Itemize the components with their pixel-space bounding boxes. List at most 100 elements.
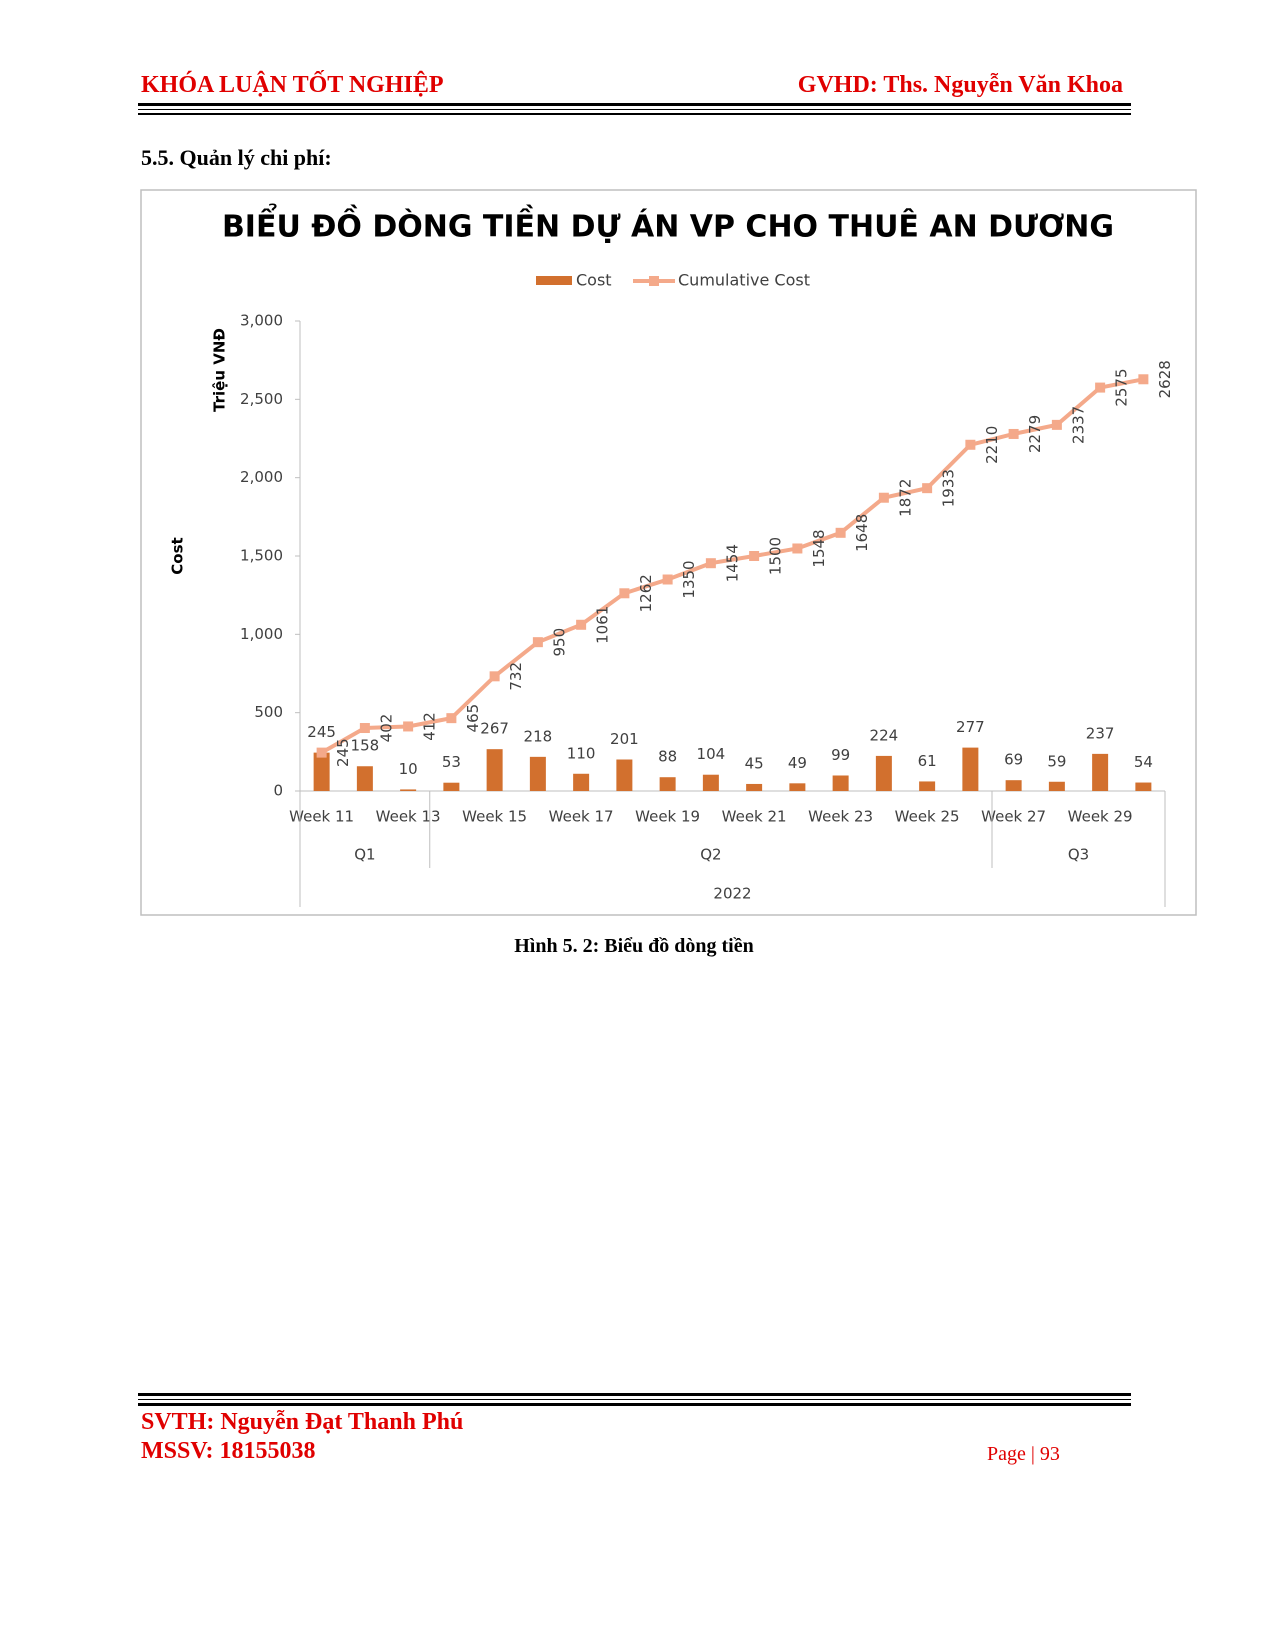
- line: [320, 377, 1144, 755]
- bar-label: 218: [524, 727, 553, 745]
- bar: [659, 777, 676, 791]
- bar-label: 10: [399, 760, 418, 778]
- y-tick-label: 1,000: [240, 625, 283, 643]
- bar: [573, 773, 590, 791]
- rule: [138, 109, 1131, 110]
- x-tick-label: Week 25: [895, 808, 960, 826]
- line-label: 402: [377, 714, 395, 743]
- line-marker: [1095, 382, 1106, 393]
- line-label: 245: [334, 738, 352, 767]
- bar: [702, 774, 719, 791]
- legend-swatch: [536, 276, 572, 285]
- footer-id: MSSV: 18155038: [141, 1438, 316, 1464]
- bar: [962, 747, 979, 791]
- y-tick-label: 0: [273, 782, 283, 800]
- y-tick-label: 1,500: [240, 547, 283, 565]
- x-tick-label: Week 13: [376, 808, 441, 826]
- line-marker: [359, 723, 370, 734]
- line-marker: [1008, 428, 1019, 439]
- x-tick-label: Week 19: [635, 808, 700, 826]
- line-label: 732: [507, 662, 525, 691]
- quarter-label: Q2: [700, 846, 721, 864]
- rule: [138, 1393, 1131, 1396]
- footer-student: SVTH: Nguyễn Đạt Thanh Phú: [141, 1409, 464, 1435]
- y-tick-label: 2,500: [240, 390, 283, 408]
- line-marker: [1138, 374, 1149, 385]
- section-title: 5.5. Quản lý chi phí:: [141, 145, 332, 170]
- quarter-label: Q3: [1068, 846, 1089, 864]
- page-num: 93: [1039, 1443, 1060, 1465]
- bar: [356, 766, 373, 791]
- bar: [443, 782, 460, 791]
- bar: [875, 755, 892, 791]
- line-marker: [965, 439, 976, 450]
- bar-label: 99: [831, 746, 850, 764]
- line-marker: [1051, 419, 1062, 430]
- rule: [138, 1403, 1131, 1406]
- line-label: 1262: [637, 574, 655, 612]
- line-label: 1500: [767, 537, 785, 575]
- bar: [313, 752, 330, 791]
- line-marker: [662, 574, 673, 585]
- line-marker: [835, 527, 846, 538]
- y-tick-label: 500: [254, 703, 283, 721]
- rule: [138, 113, 1131, 115]
- bar: [1048, 781, 1065, 791]
- bar: [529, 756, 546, 791]
- header-right: GVHD: Ths. Nguyễn Văn Khoa: [797, 72, 1123, 98]
- line-marker: [705, 558, 716, 569]
- line-marker: [532, 637, 543, 648]
- line-label: 2279: [1026, 415, 1044, 453]
- bar-label: 45: [745, 754, 764, 772]
- bar-label: 104: [697, 745, 726, 763]
- line-marker: [619, 588, 630, 599]
- bar: [746, 783, 763, 791]
- bar-label: 61: [918, 752, 937, 770]
- bar-label: 53: [442, 753, 461, 771]
- x-tick-label: Week 21: [722, 808, 787, 826]
- line-label: 2337: [1069, 406, 1087, 444]
- y-tick-label: 2,000: [240, 468, 283, 486]
- line-marker: [489, 671, 500, 682]
- line-label: 1061: [594, 606, 612, 644]
- line-marker: [316, 747, 327, 758]
- x-tick-label: Week 17: [549, 808, 614, 826]
- chart-title: BIỂU ĐỒ DÒNG TIỀN DỰ ÁN VP CHO THUÊ AN D…: [222, 204, 1114, 245]
- x-tick-label: Week 15: [462, 808, 527, 826]
- bar: [1135, 782, 1152, 791]
- bar-label: 110: [567, 744, 596, 762]
- line-label: 2210: [983, 426, 1001, 464]
- line-label: 1548: [810, 529, 828, 567]
- bar: [832, 775, 849, 791]
- bar-label: 88: [658, 748, 677, 766]
- line-marker: [576, 619, 587, 630]
- bar-label: 201: [610, 730, 639, 748]
- x-tick-label: Week 27: [981, 808, 1046, 826]
- bar-label: 158: [351, 737, 380, 755]
- y-unit: Triệu VNĐ: [211, 328, 229, 412]
- chart: BIỂU ĐỒ DÒNG TIỀN DỰ ÁN VP CHO THUÊ AN D…: [140, 189, 1197, 916]
- line-marker: [446, 713, 457, 724]
- line-label: 412: [421, 712, 439, 741]
- line-label: 950: [550, 628, 568, 657]
- line-label: 1648: [853, 514, 871, 552]
- line-label: 2628: [1156, 360, 1174, 398]
- rule: [138, 103, 1131, 106]
- year-label: 2022: [713, 885, 751, 903]
- quarter-label: Q1: [354, 846, 375, 864]
- line-label: 1454: [723, 544, 741, 582]
- bar-label: 59: [1047, 752, 1066, 770]
- bar-label: 54: [1134, 753, 1153, 771]
- line-label: 2575: [1113, 368, 1131, 406]
- bar: [1092, 753, 1109, 791]
- bar-label: 237: [1086, 724, 1115, 742]
- header-left: KHÓA LUẬN TỐT NGHIỆP: [141, 72, 444, 98]
- line-label: 1933: [940, 469, 958, 507]
- bar: [486, 749, 503, 791]
- rule: [138, 1399, 1131, 1400]
- x-tick-label: Week 29: [1068, 808, 1133, 826]
- legend-label: Cost: [576, 271, 612, 290]
- bar: [400, 789, 417, 791]
- line-marker: [922, 483, 933, 494]
